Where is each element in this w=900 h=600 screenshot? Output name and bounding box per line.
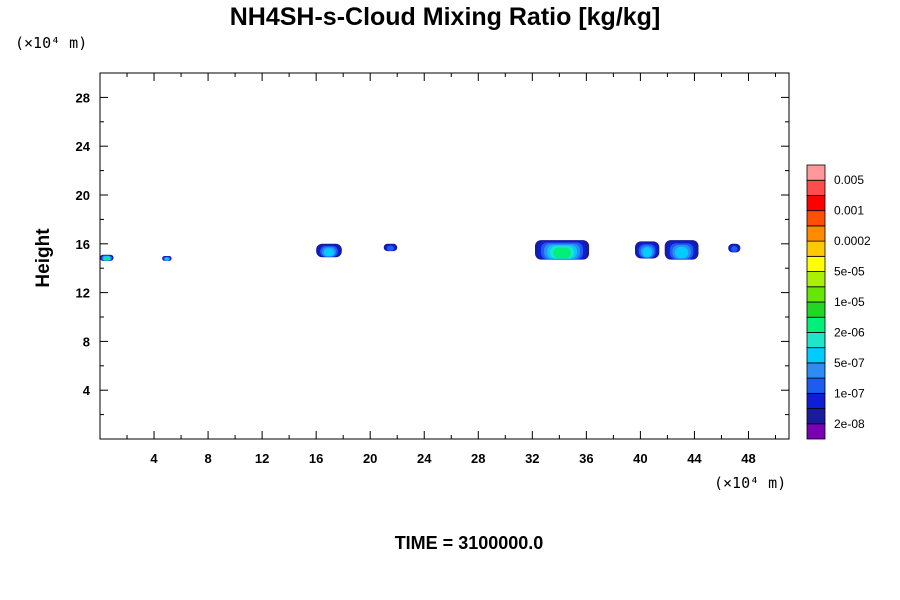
colorbar-swatch: [806, 362, 826, 379]
cloud-region: [162, 256, 172, 261]
x-tick-label: 12: [255, 451, 269, 466]
cloud-regions: [100, 240, 741, 261]
y-axis-label: Height: [33, 228, 54, 288]
cloud-region: [100, 254, 114, 261]
cloud-region: [664, 240, 699, 260]
colorbar-swatch: [806, 240, 826, 257]
cloud-region: [316, 243, 342, 258]
x-tick-label: 36: [579, 451, 593, 466]
colorbar-label: 2e-08: [834, 417, 865, 431]
colorbar-swatch: [806, 316, 826, 333]
colorbar-label: 2e-06: [834, 325, 865, 339]
y-tick-label: 16: [76, 237, 90, 252]
colorbar-label: 5e-05: [834, 265, 865, 279]
cloud-layer: [165, 257, 169, 261]
colorbar-swatch: [806, 255, 826, 272]
colorbar-swatch: [806, 423, 826, 440]
colorbar-swatch: [806, 195, 826, 212]
cloud-region: [728, 243, 741, 253]
x-tick-label: 16: [309, 451, 323, 466]
y-tick-label: 28: [76, 90, 90, 105]
x-tick-label: 20: [363, 451, 377, 466]
cloud-region: [634, 241, 660, 259]
cloud-layer: [642, 247, 652, 258]
x-tick-label: 4: [150, 451, 158, 466]
cloud-layer: [386, 245, 395, 251]
time-label: TIME = 3100000.0: [395, 533, 544, 553]
colorbar-swatch: [806, 408, 826, 425]
cloud-region: [383, 243, 398, 252]
colorbar-label: 0.001: [834, 204, 864, 218]
colorbar-label: 0.005: [834, 173, 864, 187]
plot-frame: [99, 72, 790, 440]
x-tick-label: 48: [741, 451, 755, 466]
y-tick-label: 8: [83, 334, 90, 349]
y-axis-units: (×10⁴ m): [15, 34, 87, 52]
x-tick-label: 28: [471, 451, 485, 466]
cloud-layer: [674, 246, 689, 259]
cloud-layer: [553, 247, 571, 259]
colorbar-swatch: [806, 301, 826, 318]
colorbar: 2e-08 1e-07 5e-07 2e-06 1e-05 5e-05 0.0002 0.00…: [806, 164, 871, 440]
cloud-layer: [323, 248, 335, 257]
colorbar-swatch: [806, 377, 826, 394]
cloud-layer: [731, 246, 738, 252]
colorbar-label: 0.0002: [834, 234, 871, 248]
y-tick-label: 4: [83, 383, 91, 398]
x-tick-label: 24: [417, 451, 432, 466]
cloud-region: [535, 240, 590, 260]
x-tick-label: 8: [204, 451, 211, 466]
colorbar-label: 1e-07: [834, 386, 865, 400]
y-tick-label: 12: [76, 286, 90, 301]
colorbar-label: 5e-07: [834, 356, 865, 370]
x-tick-label: 32: [525, 451, 539, 466]
colorbar-label: 1e-05: [834, 295, 865, 309]
colorbar-swatch: [806, 164, 826, 181]
colorbar-swatch: [806, 179, 826, 196]
cloud-layer: [104, 257, 109, 261]
colorbar-swatch: [806, 347, 826, 364]
x-tick-label: 40: [633, 451, 647, 466]
chart-title: NH4SH-s-Cloud Mixing Ratio [kg/kg]: [230, 3, 661, 31]
colorbar-swatch: [806, 210, 826, 227]
colorbar-swatch: [806, 392, 826, 409]
y-tick-label: 20: [76, 188, 90, 203]
colorbar-swatch: [806, 332, 826, 349]
x-axis-units: (×10⁴ m): [714, 474, 786, 492]
colorbar-swatch: [806, 225, 826, 242]
colorbar-swatch: [806, 286, 826, 303]
colorbar-swatch: [806, 271, 826, 288]
x-tick-label: 44: [687, 451, 702, 466]
y-tick-label: 24: [76, 139, 91, 154]
